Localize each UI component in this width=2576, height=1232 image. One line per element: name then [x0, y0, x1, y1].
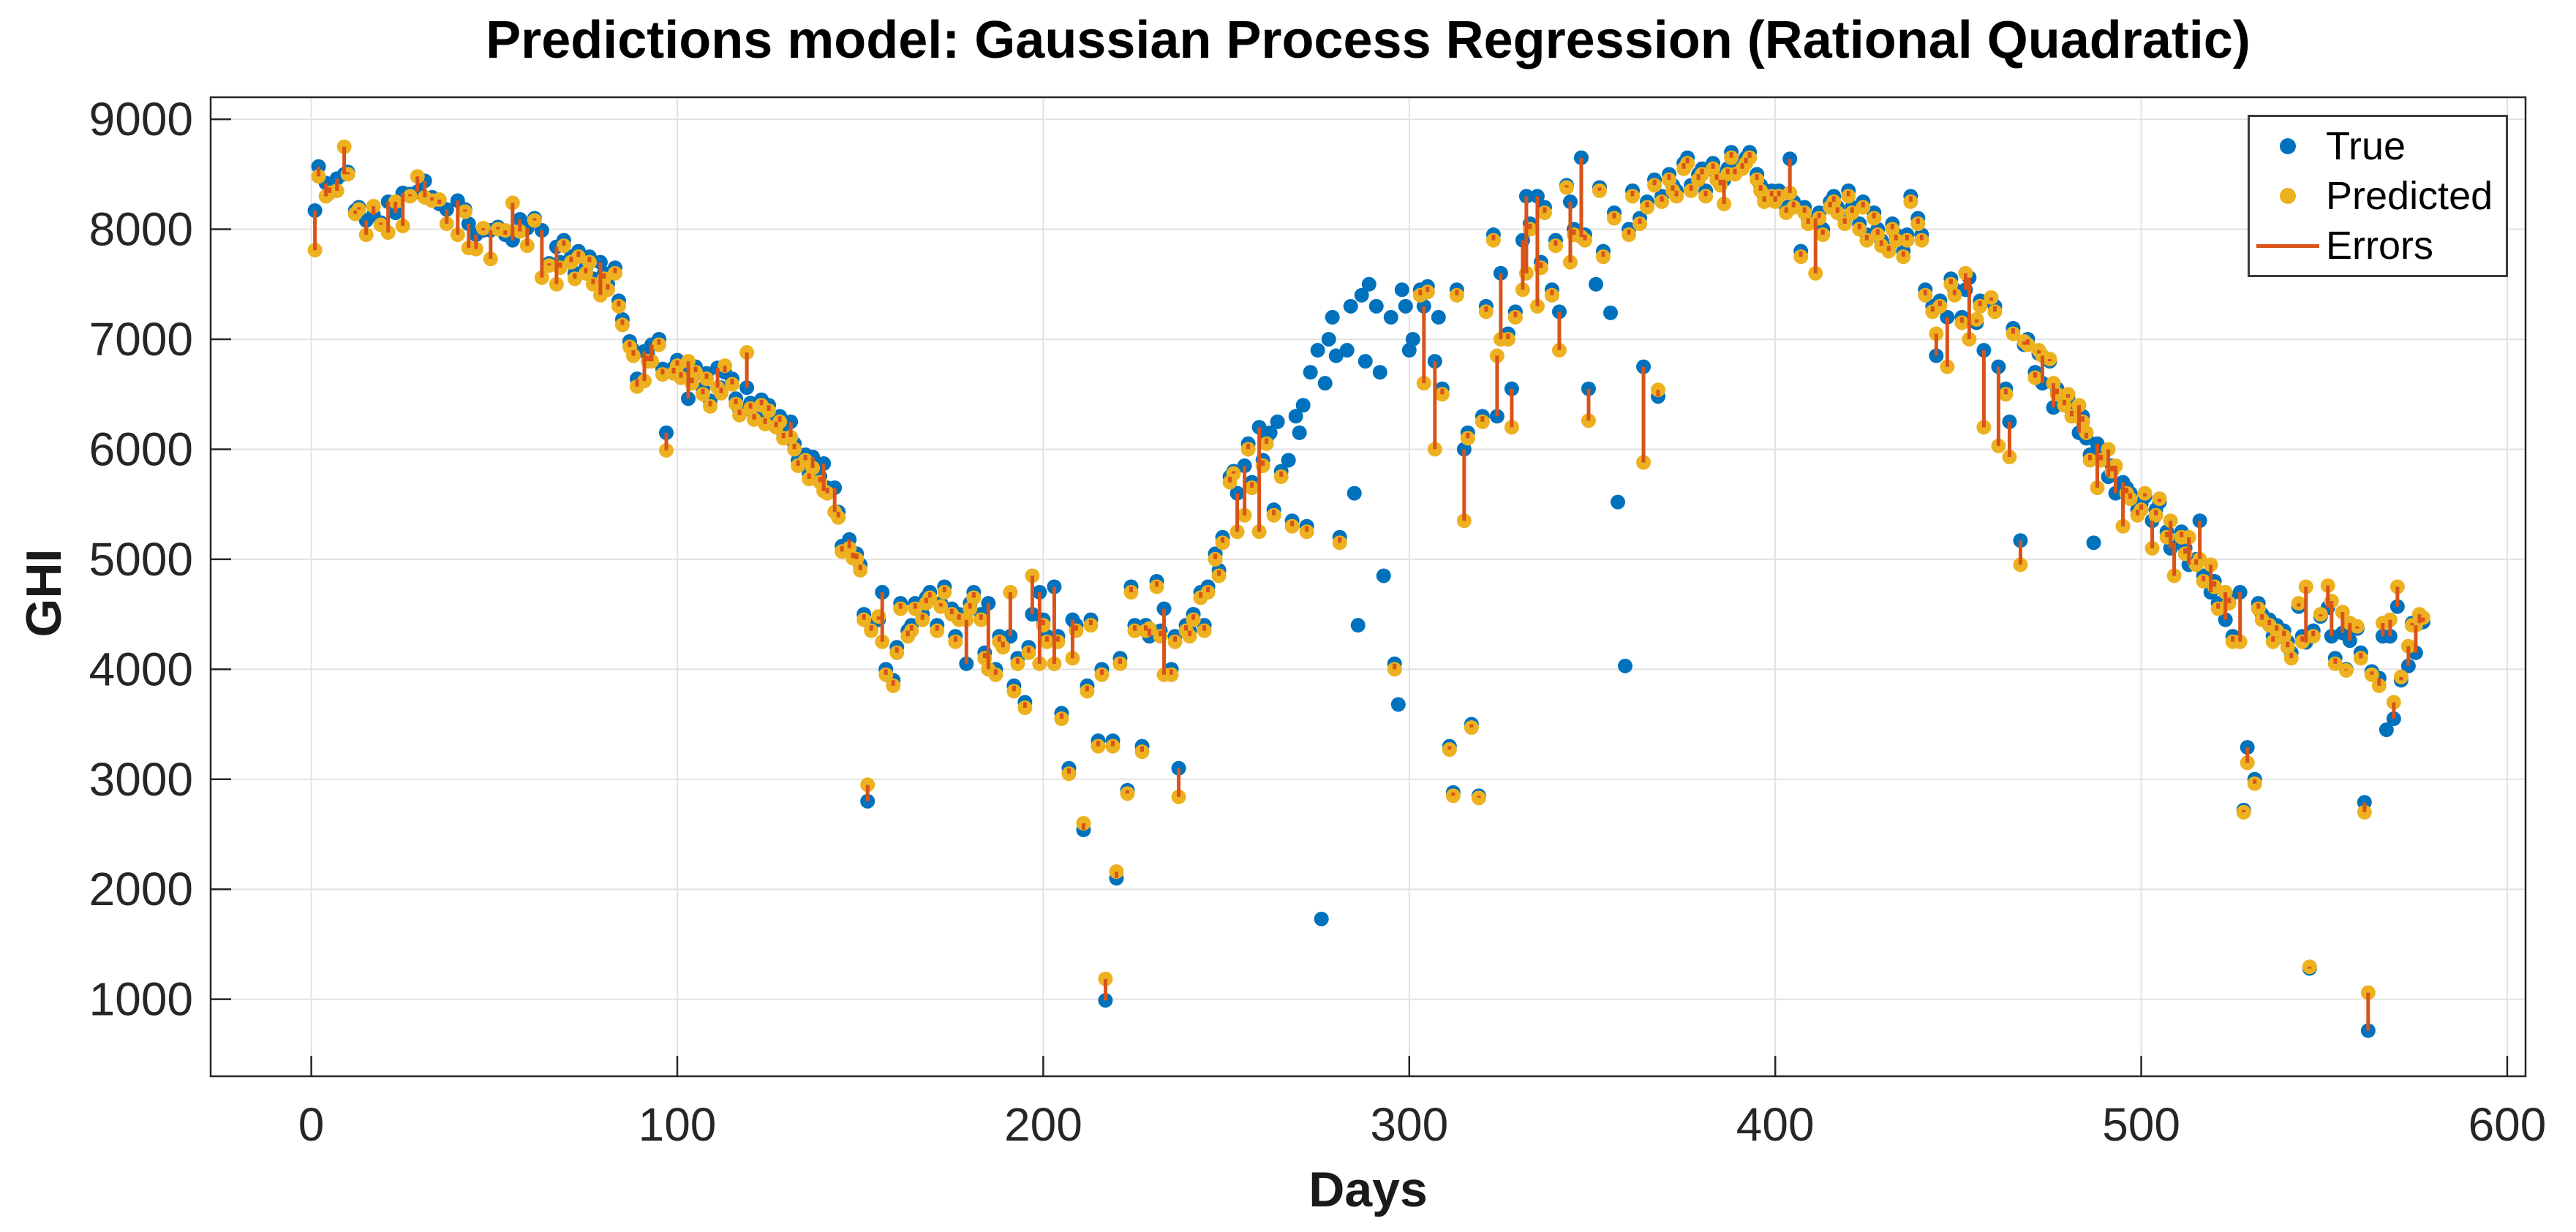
svg-text:200: 200 — [1004, 1098, 1082, 1151]
svg-text:3000: 3000 — [89, 753, 193, 806]
svg-text:6000: 6000 — [89, 423, 193, 475]
svg-text:100: 100 — [639, 1098, 717, 1151]
svg-text:9000: 9000 — [89, 93, 193, 146]
svg-text:400: 400 — [1736, 1098, 1815, 1151]
predicted-dot-icon — [2250, 188, 2326, 204]
svg-text:0: 0 — [298, 1098, 325, 1151]
legend-label-predicted: Predicted — [2326, 174, 2493, 218]
svg-text:7000: 7000 — [89, 313, 193, 366]
svg-text:2000: 2000 — [89, 863, 193, 915]
svg-text:300: 300 — [1370, 1098, 1448, 1151]
legend-label-errors: Errors — [2326, 224, 2433, 268]
x-axis-label: Days — [1308, 1162, 1428, 1217]
svg-text:600: 600 — [2468, 1098, 2547, 1151]
svg-text:4000: 4000 — [89, 643, 193, 695]
chart-title: Predictions model: Gaussian Process Regr… — [486, 11, 2251, 69]
legend-item-errors: Errors — [2250, 222, 2506, 269]
legend-item-predicted: Predicted — [2250, 173, 2506, 219]
svg-text:8000: 8000 — [89, 203, 193, 256]
true-dot-icon — [2250, 138, 2326, 154]
svg-text:1000: 1000 — [89, 973, 193, 1026]
legend-label-true: True — [2326, 124, 2406, 168]
svg-text:5000: 5000 — [89, 533, 193, 586]
errors-line-icon — [2250, 243, 2326, 248]
legend-item-true: True — [2250, 123, 2506, 170]
svg-text:500: 500 — [2102, 1098, 2180, 1151]
legend: True Predicted Errors — [2248, 115, 2508, 277]
